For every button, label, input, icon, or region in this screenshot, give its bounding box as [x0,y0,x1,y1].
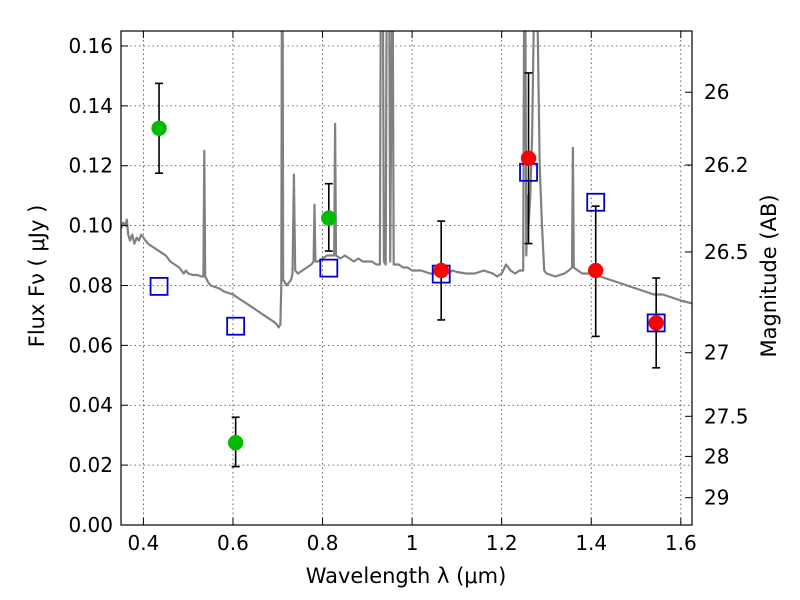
y-tick-label: 0.12 [68,154,113,178]
y-tick-label: 0.16 [68,34,113,58]
observed-red-point [520,150,537,166]
plot-frame [120,30,693,526]
x-axis-label: Wavelength λ (μm) [306,564,507,588]
y2-tick-label: 28 [704,444,729,468]
y-tick-label: 0.04 [68,393,113,417]
spectrum-layer [121,31,692,329]
spectrum-line [121,31,692,329]
y-tick-label: 0.10 [68,214,113,238]
y2-axis-label: Magnitude (AB) [757,194,781,357]
x-tick-label: 1.4 [575,531,607,555]
y2-tick-label: 29 [704,486,729,510]
y2-tick-label: 26.2 [704,153,749,177]
model-square [149,276,169,296]
observed-green-point [151,120,167,137]
tick-labels: 0.4 0.6 0.8 1 1.2 1.4 1.6 0.00 0.02 0.04 0.06 0.08 0… [68,34,748,555]
points-layer [149,72,666,468]
axis-ticks [121,31,692,526]
x-tick-label: 1.2 [486,531,518,555]
x-tick-label: 0.6 [217,531,249,555]
y-tick-label: 0.02 [68,453,113,477]
y-tick-label: 0.00 [68,513,113,537]
y-axis-label: Flux Fν ( μJy ) [25,205,49,348]
observed-red-point [648,315,664,331]
x-tick-label: 0.4 [127,531,159,555]
y2-tick-label: 27 [704,341,729,365]
y-tick-label: 0.08 [68,273,113,297]
y-tick-label: 0.06 [68,333,113,357]
y2-tick-label: 27.5 [704,404,749,428]
model-square [226,316,246,336]
x-tick-label: 1 [406,531,419,555]
observed-red-point [433,262,449,279]
x-tick-label: 1.6 [665,531,697,555]
y2-tick-label: 26 [704,80,729,104]
observed-green-point [321,210,337,226]
y2-tick-label: 26.5 [704,240,749,264]
y-tick-label: 0.14 [68,94,113,118]
x-tick-label: 0.8 [307,531,339,555]
observed-red-point [587,262,604,279]
observed-green-point [227,434,244,451]
model-square [319,258,339,278]
